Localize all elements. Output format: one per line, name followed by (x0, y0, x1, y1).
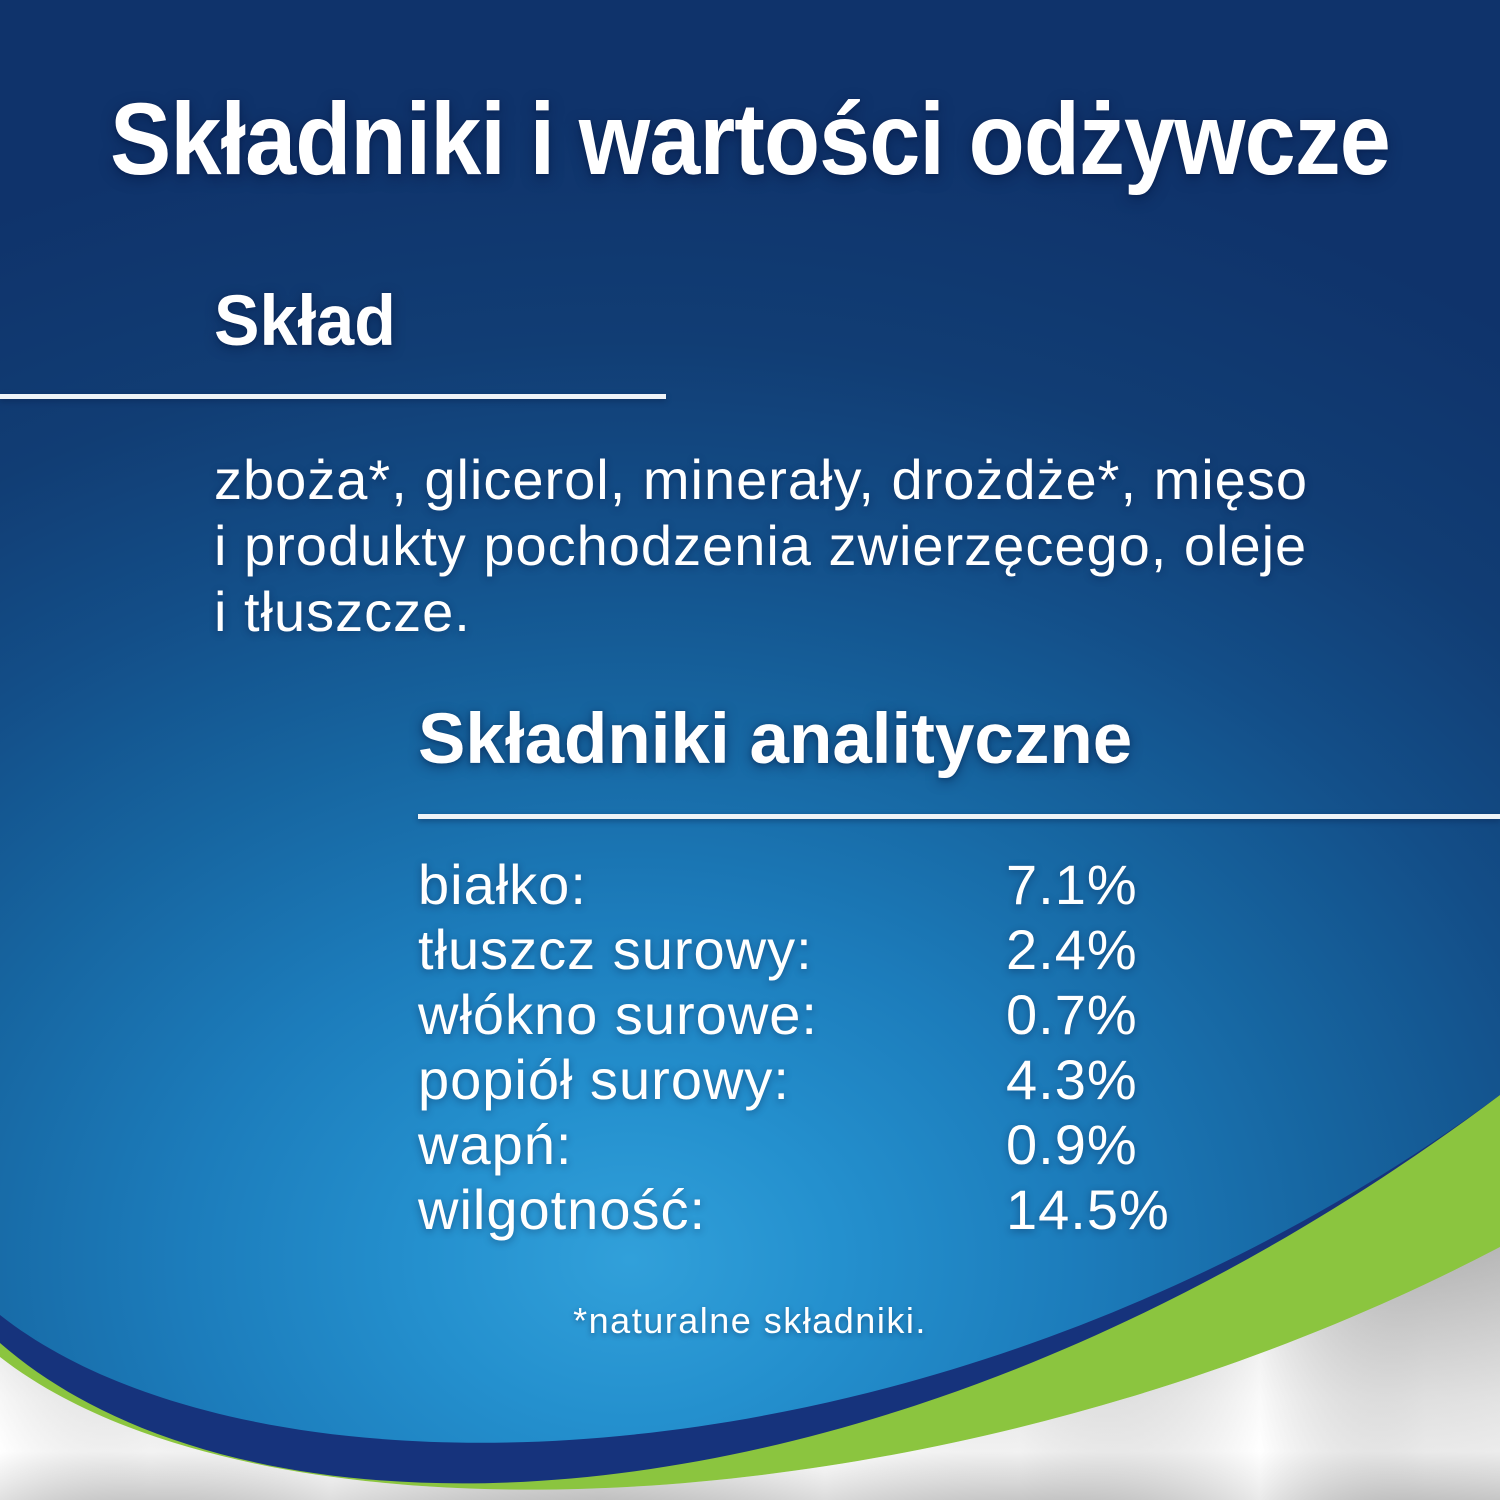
table-row: popiół surowy: 4.3% (418, 1047, 1418, 1112)
table-row: wilgotność: 14.5% (418, 1177, 1418, 1242)
table-row: wapń: 0.9% (418, 1112, 1418, 1177)
row-value: 7.1% (1006, 853, 1138, 916)
row-value: 0.9% (1006, 1113, 1138, 1176)
row-value: 4.3% (1006, 1048, 1138, 1111)
divider-line-sklad (0, 394, 666, 399)
row-label: włókno surowe: (418, 983, 818, 1046)
row-value: 0.7% (1006, 983, 1138, 1046)
row-label: białko: (418, 853, 587, 916)
divider-line-analityczne (418, 814, 1500, 819)
ingredients-paragraph: zboża*, glicerol, minerały, drożdże*, mi… (214, 447, 1308, 645)
ingredient-line: i produkty pochodzenia zwierzęcego, olej… (214, 514, 1308, 577)
page-title: Składniki i wartości odżywcze (110, 82, 1391, 196)
analytical-table: białko: 7.1% tłuszcz surowy: 2.4% włókno… (418, 852, 1418, 1242)
row-label: tłuszcz surowy: (418, 918, 813, 981)
silver-sheen-overlay (0, 1247, 1500, 1500)
silver-area (0, 1247, 1500, 1500)
ingredient-line: i tłuszcze. (214, 580, 471, 643)
table-row: białko: 7.1% (418, 852, 1418, 917)
section-heading-analityczne: Składniki analityczne (418, 700, 1133, 779)
footnote: *naturalne składniki. (573, 1300, 927, 1341)
table-row: włókno surowe: 0.7% (418, 982, 1418, 1047)
row-value: 2.4% (1006, 918, 1138, 981)
row-value: 14.5% (1006, 1178, 1170, 1241)
row-label: wilgotność: (418, 1178, 707, 1241)
section-heading-sklad: Skład (214, 282, 396, 361)
table-row: tłuszcz surowy: 2.4% (418, 917, 1418, 982)
row-label: wapń: (418, 1113, 573, 1176)
row-label: popiół surowy: (418, 1048, 790, 1111)
ingredient-line: zboża*, glicerol, minerały, drożdże*, mi… (214, 448, 1308, 511)
